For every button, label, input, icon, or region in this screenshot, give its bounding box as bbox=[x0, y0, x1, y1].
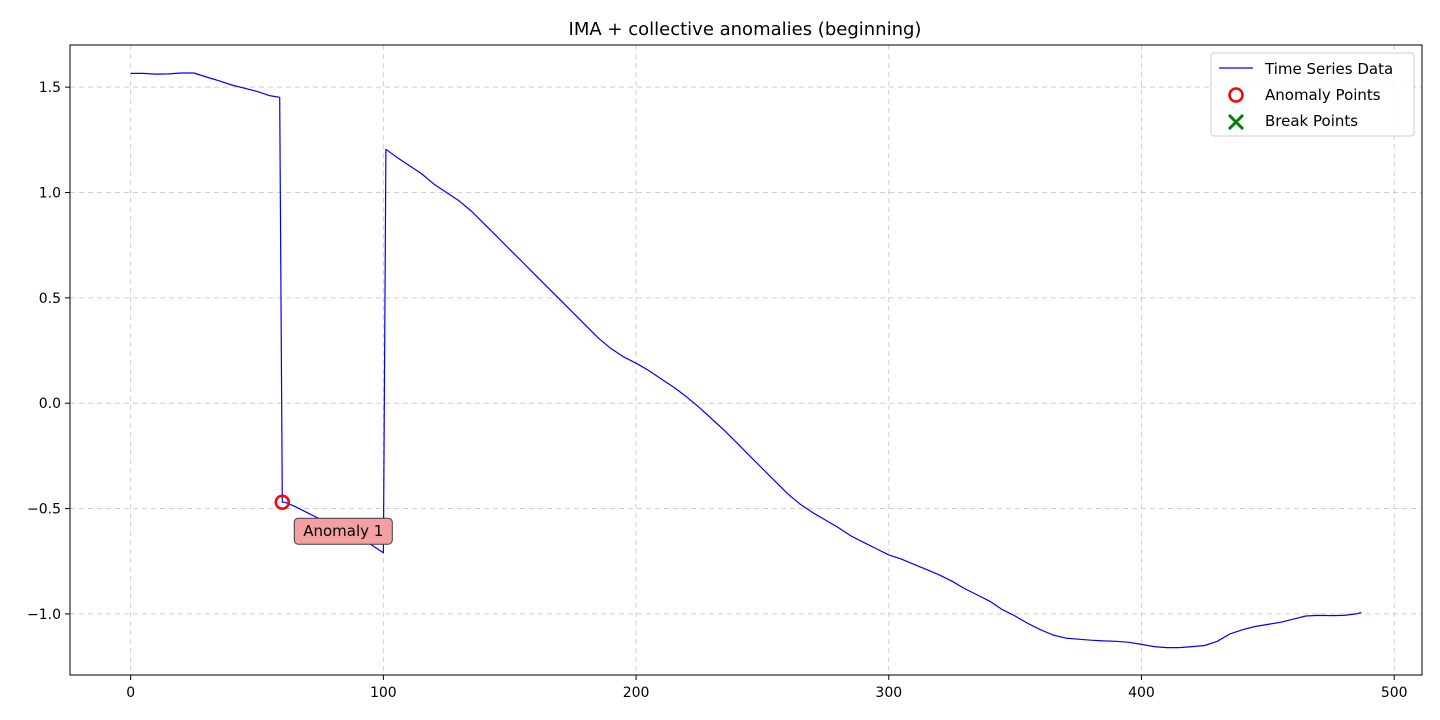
x-tick-label: 100 bbox=[370, 685, 397, 701]
anomaly-point bbox=[274, 494, 291, 510]
x-tick-label: 200 bbox=[623, 685, 650, 701]
x-tick-label: 0 bbox=[126, 685, 135, 701]
x-axis: 0 100 200 300 400 500 bbox=[126, 675, 1408, 701]
y-tick-label: 1.5 bbox=[39, 80, 61, 96]
legend-entry-break: Break Points bbox=[1265, 112, 1358, 130]
marker-layer bbox=[274, 494, 291, 510]
series-layer bbox=[130, 72, 1362, 649]
legend-entry-anomaly: Anomaly Points bbox=[1265, 86, 1381, 104]
y-tick-label: 1.0 bbox=[39, 185, 61, 201]
legend-swatch-anomaly bbox=[1228, 87, 1244, 103]
legend-swatch-break bbox=[1227, 113, 1245, 131]
grid-lines bbox=[70, 45, 1422, 675]
y-tick-label: −1.0 bbox=[27, 607, 61, 623]
chart-title: IMA + collective anomalies (beginning) bbox=[569, 19, 922, 40]
y-tick-label: −0.5 bbox=[27, 502, 61, 518]
x-tick-label: 300 bbox=[875, 685, 902, 701]
x-tick-label: 500 bbox=[1381, 685, 1408, 701]
y-tick-label: 0.0 bbox=[39, 396, 61, 412]
legend-box bbox=[1210, 52, 1415, 137]
plot-area-frame bbox=[69, 44, 1423, 676]
legend: Time Series Data Anomaly Points Break Po… bbox=[1210, 52, 1415, 137]
series-line-time-series bbox=[130, 72, 1362, 649]
y-axis: −1.0 −0.5 0.0 0.5 1.0 1.5 bbox=[27, 80, 70, 623]
y-tick-label: 0.5 bbox=[39, 291, 61, 307]
x-tick-label: 400 bbox=[1128, 685, 1155, 701]
annotation-layer: Anomaly 1 bbox=[293, 517, 393, 545]
legend-entry-time-series: Time Series Data bbox=[1264, 60, 1393, 78]
annotation-box bbox=[293, 517, 393, 545]
annotation-label: Anomaly 1 bbox=[303, 522, 383, 540]
